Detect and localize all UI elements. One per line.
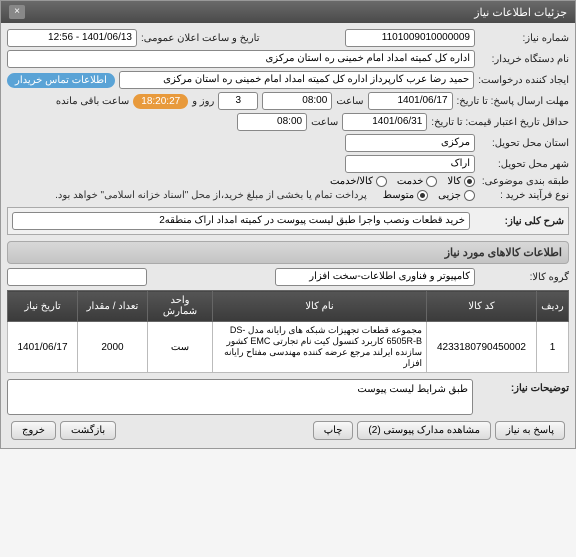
need-details-window: جزئیات اطلاعات نیاز × شماره نیاز: 110100…	[0, 0, 576, 449]
days-sep: روز و	[192, 96, 214, 107]
creator-label: ایجاد کننده درخواست:	[478, 75, 569, 86]
table-header-row: ردیف کد کالا نام کالا واحد شمارش تعداد /…	[8, 291, 569, 322]
attachments-button[interactable]: مشاهده مدارک پیوستی (2)	[357, 421, 491, 440]
deadline-label: مهلت ارسال پاسخ: تا تاریخ:	[457, 96, 569, 107]
valid-label: حداقل تاریخ اعتبار قیمت: تا تاریخ:	[431, 117, 569, 128]
summary-label: شرح کلی نیاز:	[474, 216, 564, 227]
payment-note: پرداخت تمام یا بخشی از مبلغ خرید،از محل …	[55, 190, 367, 201]
category-radio-group: کالا خدمت کالا/خدمت	[330, 176, 475, 187]
radio-service[interactable]: خدمت	[397, 176, 438, 187]
content-area: شماره نیاز: 1101009010000009 تاریخ و ساع…	[1, 23, 575, 448]
col-name: نام کالا	[213, 291, 427, 322]
device-field: اداره کل کمیته امداد امام خمینی ره استان…	[7, 50, 475, 68]
announce-field: 1401/06/13 - 12:56	[7, 29, 137, 47]
table-row[interactable]: 14233180790450002مجموعه قطعات تجهیزات شب…	[8, 322, 569, 373]
deadline-time-field: 08:00	[262, 92, 332, 110]
col-date: تاریخ نیاز	[8, 291, 78, 322]
city-label: شهر محل تحویل:	[479, 159, 569, 170]
province-field: مرکزی	[345, 134, 475, 152]
process-radio-group: جزیی متوسط	[383, 190, 475, 201]
radio-goods[interactable]: کالا	[447, 176, 475, 187]
items-table: ردیف کد کالا نام کالا واحد شمارش تعداد /…	[7, 290, 569, 373]
col-idx: ردیف	[537, 291, 569, 322]
time-label-2: ساعت	[311, 117, 338, 128]
group-field: کامپیوتر و فناوری اطلاعات-سخت افزار	[275, 268, 475, 286]
notes-section: توضیحات نیاز: طبق شرایط لیست پیوست	[7, 379, 569, 415]
summary-section: شرح کلی نیاز: خرید قطعات ونصب واجرا طبق …	[7, 207, 569, 235]
radio-dot-icon	[426, 176, 437, 187]
summary-field: خرید قطعات ونصب واجرا طبق لیست پیوست در …	[12, 212, 470, 230]
valid-date-field: 1401/06/31	[342, 113, 427, 131]
footer-bar: پاسخ به نیاز مشاهده مدارک پیوستی (2) چاپ…	[7, 415, 569, 442]
notes-field: طبق شرایط لیست پیوست	[7, 379, 473, 415]
time-label-1: ساعت	[336, 96, 363, 107]
radio-both[interactable]: کالا/خدمت	[330, 176, 387, 187]
items-header: اطلاعات کالاهای مورد نیاز	[7, 241, 569, 264]
category-label: طبقه بندی موضوعی:	[479, 176, 569, 187]
close-icon[interactable]: ×	[9, 5, 25, 19]
reply-button[interactable]: پاسخ به نیاز	[495, 421, 565, 440]
process-label: نوع فرآیند خرید :	[479, 190, 569, 201]
days-field: 3	[218, 92, 258, 110]
titlebar: جزئیات اطلاعات نیاز ×	[1, 1, 575, 23]
radio-small[interactable]: جزیی	[438, 190, 475, 201]
radio-dot-icon	[464, 176, 475, 187]
notes-label: توضیحات نیاز:	[479, 379, 569, 394]
col-qty: تعداد / مقدار	[78, 291, 148, 322]
device-label: نام دستگاه خریدار:	[479, 54, 569, 65]
radio-dot-icon	[376, 176, 387, 187]
cell-name: مجموعه قطعات تجهیزات شبکه های رایانه مدل…	[213, 322, 427, 373]
back-button[interactable]: بازگشت	[60, 421, 116, 440]
search-input[interactable]	[7, 268, 147, 286]
radio-medium[interactable]: متوسط	[383, 190, 428, 201]
cell-code: 4233180790450002	[427, 322, 537, 373]
cell-qty: 2000	[78, 322, 148, 373]
deadline-date-field: 1401/06/17	[368, 92, 453, 110]
print-button[interactable]: چاپ	[313, 421, 354, 440]
province-label: استان محل تحویل:	[479, 138, 569, 149]
contact-button[interactable]: اطلاعات تماس خریدار	[7, 73, 115, 88]
need-no-label: شماره نیاز:	[479, 33, 569, 44]
radio-dot-icon	[464, 190, 475, 201]
need-no-field: 1101009010000009	[345, 29, 475, 47]
exit-button[interactable]: خروج	[11, 421, 56, 440]
cell-date: 1401/06/17	[8, 322, 78, 373]
col-unit: واحد شمارش	[148, 291, 213, 322]
group-label: گروه کالا:	[479, 272, 569, 283]
city-field: اراک	[345, 155, 475, 173]
announce-label: تاریخ و ساعت اعلان عمومی:	[141, 33, 260, 44]
col-code: کد کالا	[427, 291, 537, 322]
valid-time-field: 08:00	[237, 113, 307, 131]
radio-dot-icon	[417, 190, 428, 201]
remain-label: ساعت باقی مانده	[56, 96, 129, 107]
cell-idx: 1	[537, 322, 569, 373]
countdown-badge: 18:20:27	[133, 94, 188, 109]
cell-unit: ست	[148, 322, 213, 373]
window-title: جزئیات اطلاعات نیاز	[474, 6, 567, 19]
creator-field: حمید رضا عرب کارپرداز اداره کل کمیته امد…	[119, 71, 474, 89]
